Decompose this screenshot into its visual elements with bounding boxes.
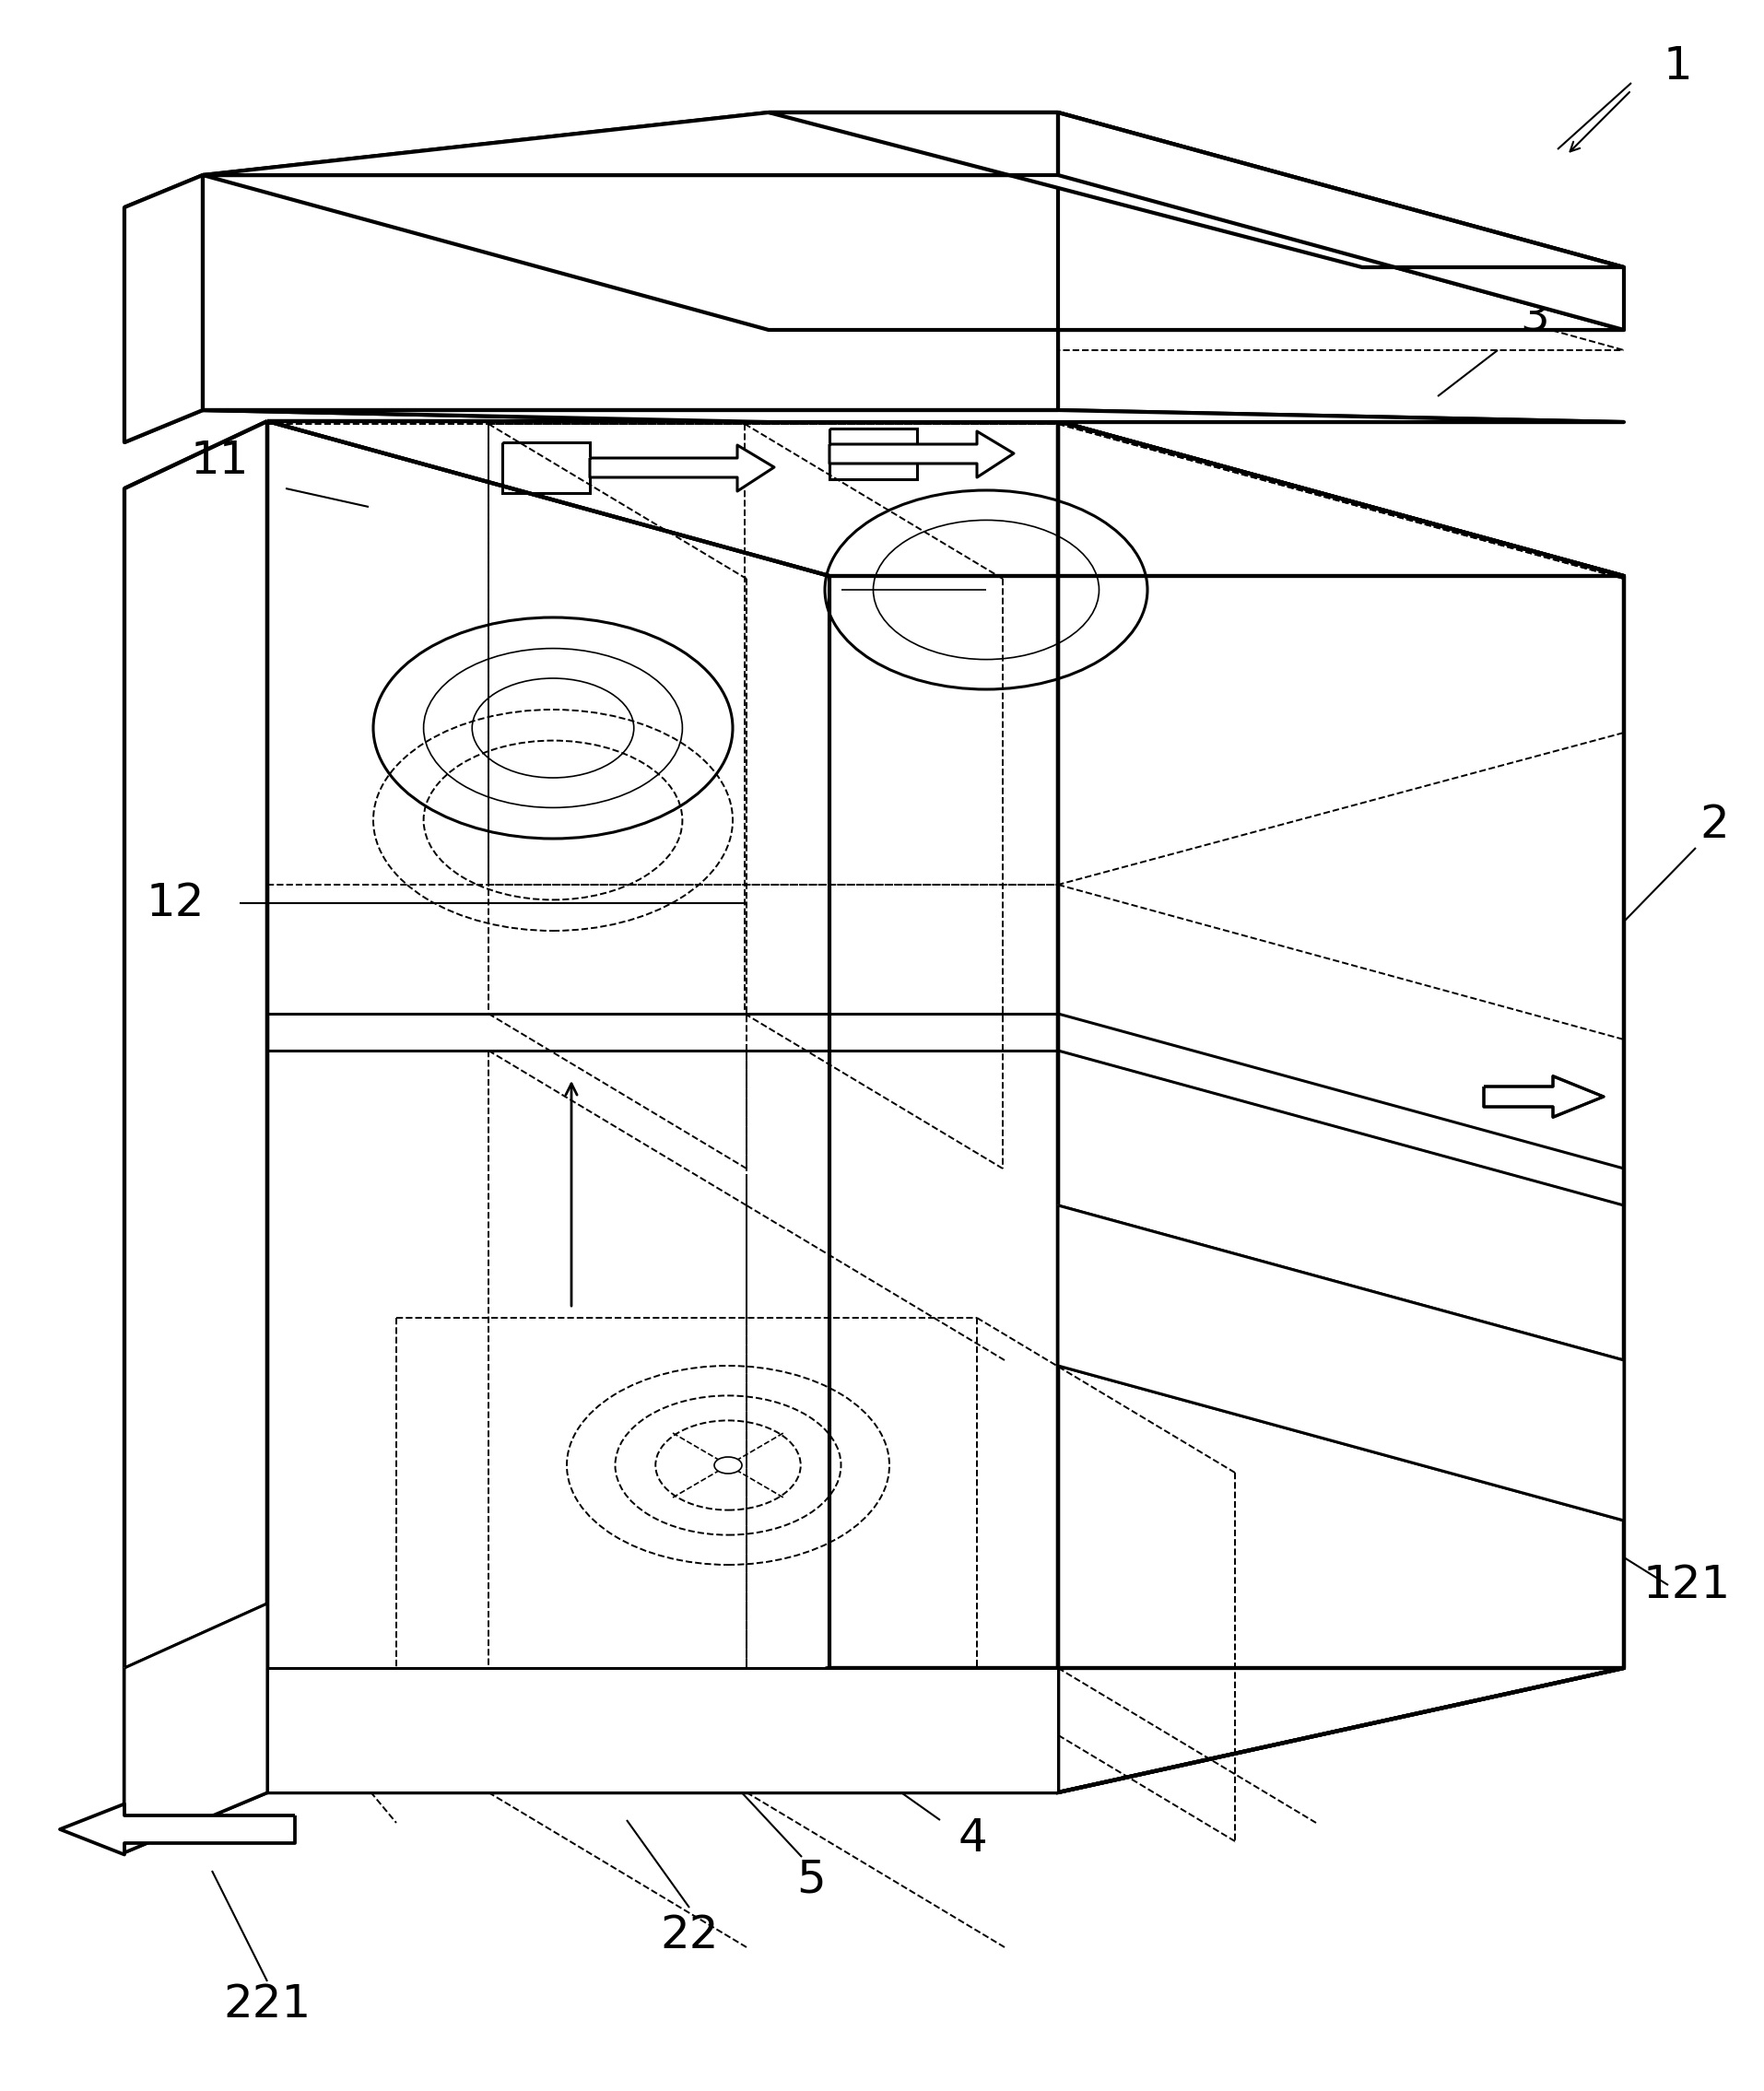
Text: 11: 11	[191, 439, 249, 483]
Polygon shape	[1058, 1204, 1625, 1520]
Polygon shape	[1484, 1077, 1603, 1117]
Polygon shape	[125, 176, 203, 443]
Polygon shape	[769, 113, 1625, 268]
Polygon shape	[1058, 113, 1625, 330]
Polygon shape	[589, 445, 774, 491]
Polygon shape	[268, 1669, 1058, 1792]
Polygon shape	[203, 410, 1625, 422]
Text: 12: 12	[146, 880, 205, 924]
Text: 121: 121	[1642, 1562, 1730, 1608]
Polygon shape	[268, 420, 1625, 575]
Text: 3: 3	[1521, 295, 1549, 341]
Text: 1: 1	[1663, 44, 1692, 88]
Text: 221: 221	[224, 1982, 310, 2026]
Polygon shape	[203, 176, 1058, 410]
Polygon shape	[203, 176, 1625, 330]
Text: 5: 5	[796, 1857, 826, 1903]
Text: 4: 4	[958, 1817, 986, 1861]
Polygon shape	[268, 1669, 1625, 1792]
Polygon shape	[125, 420, 268, 1853]
Polygon shape	[829, 431, 1014, 477]
Polygon shape	[1058, 420, 1625, 1792]
Polygon shape	[1484, 1077, 1603, 1117]
Text: 2: 2	[1699, 803, 1729, 847]
Polygon shape	[203, 113, 1058, 176]
Text: 22: 22	[660, 1913, 718, 1957]
Polygon shape	[268, 420, 829, 1792]
Ellipse shape	[714, 1457, 743, 1474]
Polygon shape	[125, 1604, 268, 1853]
Polygon shape	[60, 1805, 295, 1855]
Polygon shape	[268, 420, 1058, 1792]
